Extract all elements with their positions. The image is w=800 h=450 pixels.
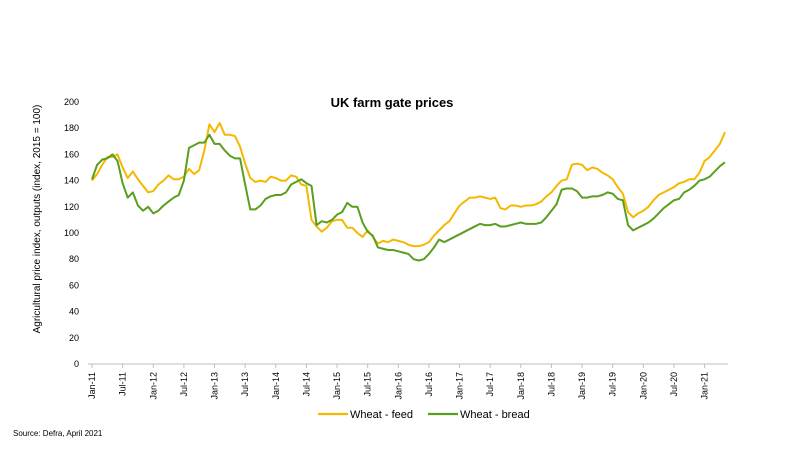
x-tick-label: Jan-20 — [638, 372, 648, 400]
x-tick-label: Jul-11 — [118, 372, 128, 396]
x-tick-label: Jan-18 — [516, 372, 526, 400]
legend-label-wheat-feed: Wheat - feed — [350, 409, 413, 421]
y-tick-label: 140 — [64, 176, 79, 186]
x-tick-label: Jan-15 — [332, 372, 342, 400]
x-tick-label: Jan-21 — [700, 372, 710, 400]
series-line-wheat-feed — [91, 121, 726, 248]
y-tick-label: 60 — [69, 280, 79, 290]
y-tick-label: 20 — [69, 333, 79, 343]
x-tick-label: Jul-18 — [546, 372, 556, 397]
y-axis: 0 20 40 60 80 100 120 140 160 180 200 — [64, 97, 79, 369]
y-tick-label: 200 — [64, 97, 79, 107]
legend: Wheat - feed Wheat - bread — [318, 409, 530, 421]
y-tick-label: 80 — [69, 254, 79, 264]
x-tick-label: Jul-13 — [240, 372, 250, 397]
x-tick-label: Jan-14 — [271, 372, 281, 400]
series-line-wheat-bread — [91, 133, 726, 262]
legend-label-wheat-bread: Wheat - bread — [460, 409, 530, 421]
x-tick-label: Jul-19 — [608, 372, 618, 397]
chart-title: UK farm gate prices — [331, 95, 454, 110]
y-tick-label: 160 — [64, 149, 79, 159]
x-axis: Jan-11 Jul-11 Jan-12 Jul-12 Jan-13 Jul-13 Jan-… — [87, 364, 710, 400]
x-tick-label: Jan-13 — [210, 372, 220, 400]
source-note: Source: Defra, April 2021 — [13, 429, 103, 438]
x-tick-label: Jul-17 — [485, 372, 495, 397]
y-tick-label: 100 — [64, 228, 79, 238]
x-tick-label: Jul-16 — [424, 372, 434, 397]
x-tick-label: Jul-12 — [179, 372, 189, 397]
x-tick-label: Jan-17 — [455, 372, 465, 400]
x-tick-label: Jul-14 — [301, 372, 311, 397]
y-tick-label: 40 — [69, 307, 79, 317]
x-tick-label: Jan-16 — [393, 372, 403, 400]
y-tick-label: 0 — [74, 359, 79, 369]
x-tick-label: Jan-12 — [148, 372, 158, 400]
series-lines — [91, 121, 726, 262]
x-tick-label: Jul-15 — [363, 372, 373, 397]
y-tick-label: 120 — [64, 202, 79, 212]
x-tick-label: Jul-20 — [669, 372, 679, 397]
x-tick-label: Jan-11 — [87, 372, 97, 399]
x-tick-label: Jan-19 — [577, 372, 587, 400]
y-tick-label: 180 — [64, 123, 79, 133]
y-axis-title: Agricultural price index, outputs (index… — [32, 105, 43, 334]
